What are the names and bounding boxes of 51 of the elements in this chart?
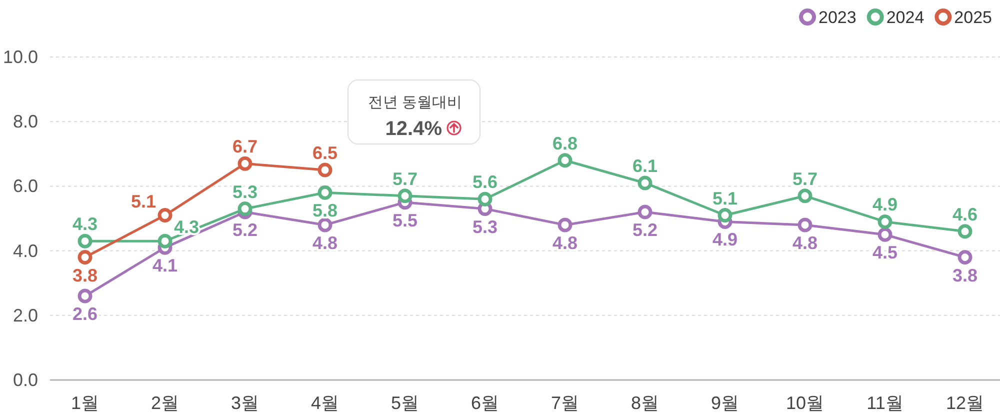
data-label: 5.5 [392,210,418,230]
data-label: 4.1 [152,256,178,276]
data-label: 6.7 [232,136,258,157]
data-label: 5.2 [232,220,258,240]
y-tick-label: 6.0 [12,176,38,196]
x-tick-label: 1월 [70,393,100,413]
data-label: 6.1 [632,156,658,176]
x-tick-label: 3월 [230,393,260,413]
data-label: 3.8 [952,265,978,286]
x-tick-label: 7월 [550,393,580,413]
data-label: 2.6 [72,304,98,324]
x-tick-label: 6월 [470,393,500,413]
data-label: 4.3 [72,214,98,234]
annotation: 12.4% [385,118,442,140]
data-label: 5.2 [632,220,658,240]
data-label: 5.3 [232,182,258,202]
y-tick-label: 10.0 [2,47,38,67]
x-tick-label: 11월 [866,393,904,413]
tooltip: 전년 동월대비 12.4% [347,79,481,145]
data-label: 5.1 [130,191,156,212]
x-tick-label: 8월 [630,393,660,413]
y-tick-label: 0.0 [12,370,38,390]
legend-label: 2024 [886,8,924,27]
x-tick-label: 9월 [710,393,740,413]
data-label: 4.5 [872,242,898,263]
data-label: 4.9 [712,230,738,250]
data-label: 5.8 [312,200,338,221]
legend-label: 2025 [954,8,992,27]
x-tick-label: 4월 [310,393,340,413]
x-tick-label: 12월 [946,393,984,413]
x-tick-label: 10월 [786,393,824,413]
data-label: 4.6 [952,204,978,224]
data-label: 5.3 [472,216,498,237]
legend-label: 2023 [818,8,856,27]
data-label: 5.7 [392,168,418,189]
data-label: 5.6 [472,172,498,192]
y-tick-label: 2.0 [12,305,38,326]
y-tick-label: 8.0 [12,112,38,132]
data-label: 4.9 [872,194,898,215]
data-label: 3.8 [72,265,98,286]
data-label: 4.8 [312,232,338,253]
data-label: 6.8 [552,133,578,154]
data-label: 4.8 [792,232,818,253]
data-label: 5.1 [712,188,738,208]
data-label: 4.8 [552,232,578,253]
x-tick-label: 2월 [150,393,180,413]
x-tick-label: 5월 [390,393,420,413]
data-label: 6.5 [312,143,338,164]
annotation: 전년 동월대비 [368,94,462,111]
y-tick-label: 4.0 [12,240,38,261]
data-label: 5.7 [792,168,818,189]
